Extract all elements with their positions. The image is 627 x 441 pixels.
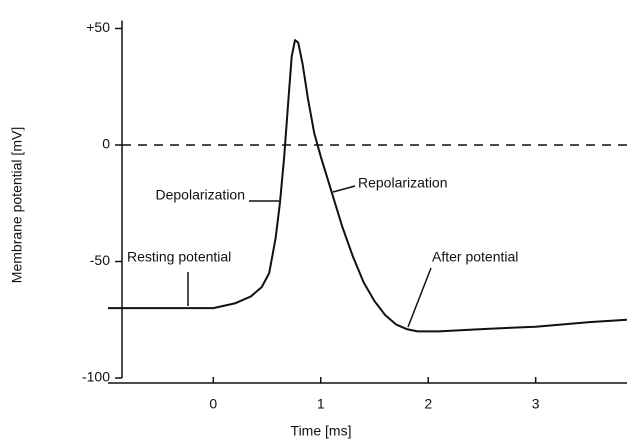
leader-line — [407, 267, 432, 328]
y-axis-label: Membrane potential [mV] — [9, 127, 25, 283]
y-tick-label: 0 — [102, 136, 110, 152]
x-tick-label: 2 — [424, 396, 432, 412]
potential-curve — [108, 39, 627, 333]
x-tick-label: 0 — [209, 396, 217, 412]
annotation: Resting potential — [127, 249, 231, 265]
y-tick-label: -100 — [82, 369, 110, 385]
leader-line — [332, 185, 356, 193]
y-tick-label: +50 — [86, 19, 110, 35]
x-tick-label: 3 — [532, 396, 540, 412]
x-tick-label: 1 — [317, 396, 325, 412]
annotation: Repolarization — [358, 175, 448, 191]
annotation: After potential — [432, 249, 518, 265]
annotation: Depolarization — [156, 187, 246, 203]
y-tick-label: -50 — [90, 252, 110, 268]
x-axis-label: Time [ms] — [291, 423, 352, 439]
